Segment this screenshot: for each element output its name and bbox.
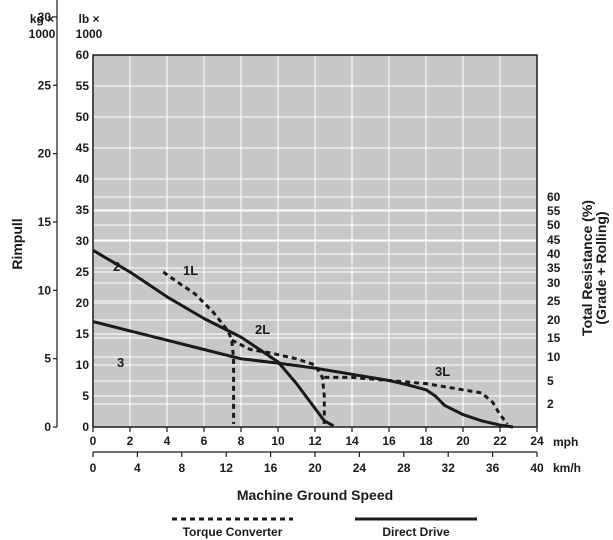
kg-unit-label: kg × 1000 xyxy=(29,12,56,41)
resistance-tick-label: 25 xyxy=(547,294,561,308)
kg-tick-label: 20 xyxy=(38,147,52,161)
mph-tick-label: 20 xyxy=(456,434,470,448)
legend-label: Torque Converter xyxy=(183,525,283,539)
kmh-tick-label: 32 xyxy=(442,461,456,475)
mph-tick-label: 2 xyxy=(127,434,134,448)
mph-tick-label: 12 xyxy=(308,434,322,448)
kmh-tick-label: 12 xyxy=(220,461,234,475)
kmh-tick-label: 28 xyxy=(397,461,411,475)
mph-tick-label: 14 xyxy=(345,434,359,448)
y-axis-title: Rimpull xyxy=(9,218,25,269)
series-line-2 xyxy=(92,249,335,428)
resistance-tick-label: 2 xyxy=(547,397,554,411)
lb-tick-label: 15 xyxy=(76,327,90,341)
resistance-tick-label: 45 xyxy=(547,233,561,247)
kg-tick-label: 5 xyxy=(44,352,51,366)
resistance-tick-label: 20 xyxy=(547,313,561,327)
kg-tick-label: 0 xyxy=(44,420,51,434)
lb-tick-label: 55 xyxy=(76,79,90,93)
lb-tick-label: 5 xyxy=(82,389,89,403)
mph-tick-label: 0 xyxy=(90,434,97,448)
kg-tick-label: 10 xyxy=(38,283,52,297)
labels: kg × 1000 lb × 1000 mph km/h Rimpull Total Resi… xyxy=(9,12,609,539)
mph-tick-label: 4 xyxy=(164,434,171,448)
series-label-3L: 3L xyxy=(435,364,450,379)
kmh-tick-label: 24 xyxy=(353,461,367,475)
lb-tick-label: 50 xyxy=(76,110,90,124)
resistance-tick-label: 55 xyxy=(547,204,561,218)
series-label-3: 3 xyxy=(117,355,124,370)
resistance-tick-label: 40 xyxy=(547,247,561,261)
mph-tick-label: 22 xyxy=(493,434,507,448)
kmh-unit-label: km/h xyxy=(553,461,581,475)
lb-tick-label: 60 xyxy=(76,48,90,62)
lb-tick-label: 40 xyxy=(76,172,90,186)
lb-tick-label: 35 xyxy=(76,203,90,217)
kg-tick-label: 15 xyxy=(38,215,52,229)
series-label-1L: 1L xyxy=(183,263,198,278)
resistance-tick-label: 60 xyxy=(547,190,561,204)
kmh-tick-label: 16 xyxy=(264,461,278,475)
series-lines xyxy=(92,249,514,429)
mph-tick-label: 18 xyxy=(419,434,433,448)
kmh-tick-label: 0 xyxy=(90,461,97,475)
lb-tick-label: 20 xyxy=(76,296,90,310)
axes: 0510152025303540455055051015202530354045… xyxy=(38,0,561,475)
kmh-tick-label: 36 xyxy=(486,461,500,475)
x-axis-title: Machine Ground Speed xyxy=(237,487,393,503)
resistance-axis-title: Total Resistance (%)(Grade + Rolling) xyxy=(579,200,609,336)
lb-tick-label: 0 xyxy=(82,420,89,434)
mph-tick-label: 24 xyxy=(530,434,544,448)
series-line-3L xyxy=(324,375,509,425)
kmh-tick-label: 20 xyxy=(308,461,322,475)
resistance-tick-label: 15 xyxy=(547,331,561,345)
series-line-2L xyxy=(231,338,326,424)
lb-tick-label: 10 xyxy=(76,358,90,372)
mph-tick-label: 8 xyxy=(238,434,245,448)
resistance-tick-label: 5 xyxy=(547,374,554,388)
kg-tick-label: 25 xyxy=(38,78,52,92)
resistance-tick-label: 50 xyxy=(547,218,561,232)
kmh-tick-label: 8 xyxy=(178,461,185,475)
kmh-tick-label: 40 xyxy=(530,461,544,475)
lb-tick-label: 25 xyxy=(76,265,90,279)
resistance-tick-label: 10 xyxy=(547,350,561,364)
lb-tick-label: 45 xyxy=(76,141,90,155)
resistance-tick-label: 35 xyxy=(547,261,561,275)
lb-unit-label: lb × 1000 xyxy=(76,12,103,41)
kg-tick-label: 30 xyxy=(38,10,52,24)
grid-lines xyxy=(93,55,537,427)
resistance-tick-label: 30 xyxy=(547,276,561,290)
legend-label: Direct Drive xyxy=(382,525,450,539)
lb-tick-label: 30 xyxy=(76,234,90,248)
kmh-tick-label: 4 xyxy=(134,461,141,475)
mph-unit-label: mph xyxy=(553,435,578,449)
mph-tick-label: 16 xyxy=(382,434,396,448)
series-label-2: 2 xyxy=(113,259,120,274)
mph-tick-label: 10 xyxy=(271,434,285,448)
series-label-2L: 2L xyxy=(255,322,270,337)
mph-tick-label: 6 xyxy=(201,434,208,448)
